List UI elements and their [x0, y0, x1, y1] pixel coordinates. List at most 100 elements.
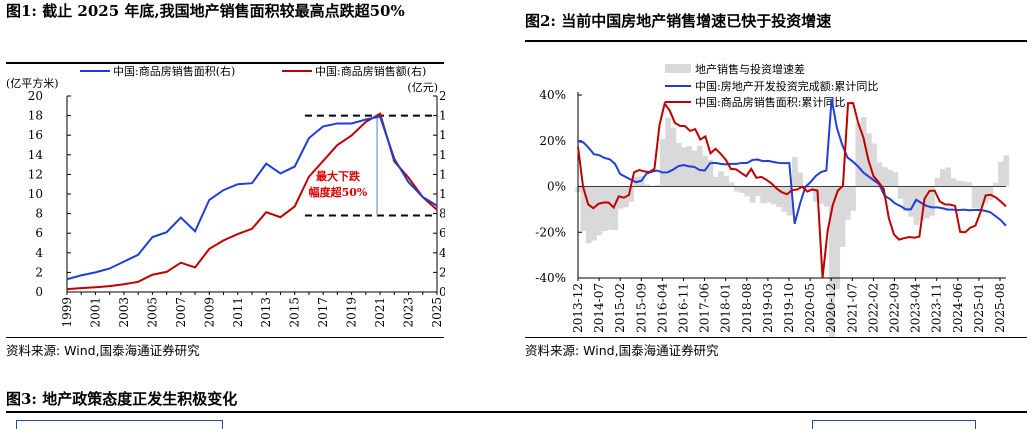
fig2-x-tick-label: 2025-01 — [972, 283, 986, 333]
fig2-y-tick-label: -20% — [535, 225, 566, 239]
fig1-x-tick-label: 2015 — [288, 297, 302, 328]
fig1-left-tick-label: 20 — [28, 89, 43, 103]
fig2-y-tick-label: 40% — [539, 88, 566, 102]
fig2-gap-bar — [697, 146, 703, 187]
fig2-gap-bar — [596, 187, 602, 236]
fig1-bottom-rule — [6, 337, 444, 338]
fig2-x-tick-label: 2015-09 — [634, 283, 648, 333]
fig2-x-tick-label: 2024-06 — [951, 283, 965, 333]
fig1-left-unit: (亿平方米) — [6, 76, 59, 90]
fig1-x-tick-label: 2017 — [316, 297, 330, 328]
fig2-gap-bar — [771, 187, 777, 205]
fig2-gap-bar — [850, 187, 856, 211]
fig1-right-tick-label: 100000 — [439, 187, 445, 201]
fig1-drop-annotation: 最大下跌 幅度超50% — [309, 169, 368, 199]
fig1-left-tick-label: 18 — [28, 109, 43, 123]
fig2-source: 资料来源: Wind,国泰海通证券研究 — [525, 340, 719, 359]
fig2-gap-bar — [940, 169, 946, 186]
fig2-x-tick-label: 2015-02 — [613, 283, 627, 333]
fig2-gap-bar — [602, 187, 608, 232]
fig2-x-tick-label: 2020-12 — [824, 283, 838, 333]
fig2-gap-bar — [988, 187, 994, 200]
fig2-gap-bar — [660, 139, 666, 187]
fig1-title: 图1: 截止 2025 年底,我国地产销售面积较最高点跌超50% — [6, 2, 506, 21]
fig2-x-tick-label: 2019-10 — [782, 283, 796, 333]
fig1-legend-sales-label: 中国:商品房销售额(右) — [315, 64, 426, 78]
fig2-gap-bar — [966, 182, 972, 186]
fig1-left-tick-label: 12 — [28, 167, 43, 181]
fig2-gap-bar — [723, 176, 729, 187]
fig2-gap-bar — [739, 187, 745, 193]
fig2-gap-bar — [797, 173, 803, 187]
fig1-legend-area-label: 中国:商品房销售面积(右) — [113, 64, 235, 78]
fig2-gap-bar — [607, 187, 613, 230]
fig2-title: 图2: 当前中国房地产销售增速已快于投资增速 — [525, 12, 1025, 31]
fig2-legend-gap-label: 地产销售与投资增速差 — [695, 62, 805, 76]
fig2-gap-bar — [665, 118, 671, 187]
fig2-gap-bar — [755, 187, 761, 196]
fig2-gap-bar — [840, 187, 846, 247]
fig2-x-tick-label: 2018-08 — [740, 283, 754, 333]
fig1-chart: 中国:商品房销售面积(右) 中国:商品房销售额(右) (亿平方米) (亿元) 0… — [0, 63, 445, 335]
fig2-gap-bar — [908, 187, 914, 217]
fig2-gap-bar — [729, 182, 735, 186]
fig1-left-tick-label: 0 — [35, 285, 43, 299]
fig2-gap-bar — [887, 170, 893, 187]
fig2-x-tick-label: 2025-08 — [993, 283, 1007, 333]
fig2-x-tick-label: 2019-03 — [761, 283, 775, 333]
fig1-x-tick-label: 2023 — [402, 297, 416, 328]
fig2-gap-bar — [670, 127, 676, 186]
fig2-gap-bar — [855, 123, 861, 186]
fig2-gap-bar — [586, 187, 592, 244]
fig2-x-tick-label: 2014-07 — [592, 283, 606, 333]
fig2-legend-sales-label: 中国:商品房销售面积:累计同比 — [695, 95, 845, 109]
fig2-x-tick-label: 2016-11 — [677, 283, 691, 333]
fig1-x-tick-label: 2001 — [88, 297, 102, 328]
fig3-title: 图3: 地产政策态度正发生积极变化 — [6, 390, 606, 409]
fig1-left-tick-label: 10 — [28, 187, 43, 201]
fig2-x-tick-label: 2017-06 — [698, 283, 712, 333]
fig2-gap-bar — [892, 172, 898, 186]
fig2-gap-bar — [750, 187, 756, 203]
fig2-gap-bar — [781, 187, 787, 212]
fig2-y-tick-label: 20% — [539, 134, 566, 148]
fig2-y-tick-label: -40% — [535, 271, 566, 285]
fig2-gap-bar — [834, 187, 840, 290]
fig1-x-tick-label: 2019 — [345, 297, 359, 328]
fig1-right-tick-label: 160000 — [439, 128, 445, 142]
fig2-gap-bar — [766, 187, 772, 203]
fig2-gap-bar — [824, 187, 830, 207]
fig1-right-tick-label: 180000 — [439, 109, 445, 123]
fig2-gap-bar — [972, 187, 978, 209]
fig2-gap-bar — [998, 162, 1004, 187]
fig2-legend: 地产销售与投资增速差 中国:房地产开发投资完成额:累计同比 中国:商品房销售面积… — [665, 62, 878, 109]
fig1-legend: 中国:商品房销售面积(右) 中国:商品房销售额(右) — [80, 64, 426, 78]
fig2-gap-bar — [591, 187, 597, 241]
fig2-gap-bar — [718, 171, 724, 186]
fig1-x-tick-label: 2005 — [145, 297, 159, 328]
fig1-left-tick-label: 6 — [35, 226, 43, 240]
fig1-x-tick-label: 2011 — [231, 297, 245, 328]
fig1-right-tick-label: 140000 — [439, 148, 445, 162]
fig2-gap-bar — [914, 187, 920, 225]
fig2-gap-bar — [993, 183, 999, 187]
fig2-bottom-rule — [525, 337, 1027, 338]
fig2-gap-bar — [1003, 155, 1009, 186]
fig2-gap-bar — [734, 187, 740, 192]
fig1-right-tick-label: 120000 — [439, 167, 445, 181]
fig2-x-tick-label: 2016-04 — [655, 283, 669, 333]
fig2-gap-bar — [945, 168, 951, 187]
fig1-right-tick-label: 40000 — [439, 246, 445, 260]
fig1-x-tick-label: 2007 — [174, 297, 188, 328]
fig2-top-rule — [525, 40, 1027, 42]
fig2-gap-bar — [845, 187, 851, 220]
fig1-x-tick-label: 2013 — [259, 297, 273, 328]
fig1-x-tick-label: 1999 — [60, 297, 74, 328]
fig1-x-tick-label: 2021 — [373, 297, 387, 328]
fig1-x-tick-label: 2003 — [117, 297, 131, 328]
fig2-y-tick-label: 0% — [547, 180, 566, 194]
fig1-left-tick-label: 4 — [35, 246, 43, 260]
fig2-gap-bar — [818, 187, 824, 204]
fig2-gap-bar — [744, 187, 750, 197]
fig2-gap-bar — [882, 167, 888, 186]
